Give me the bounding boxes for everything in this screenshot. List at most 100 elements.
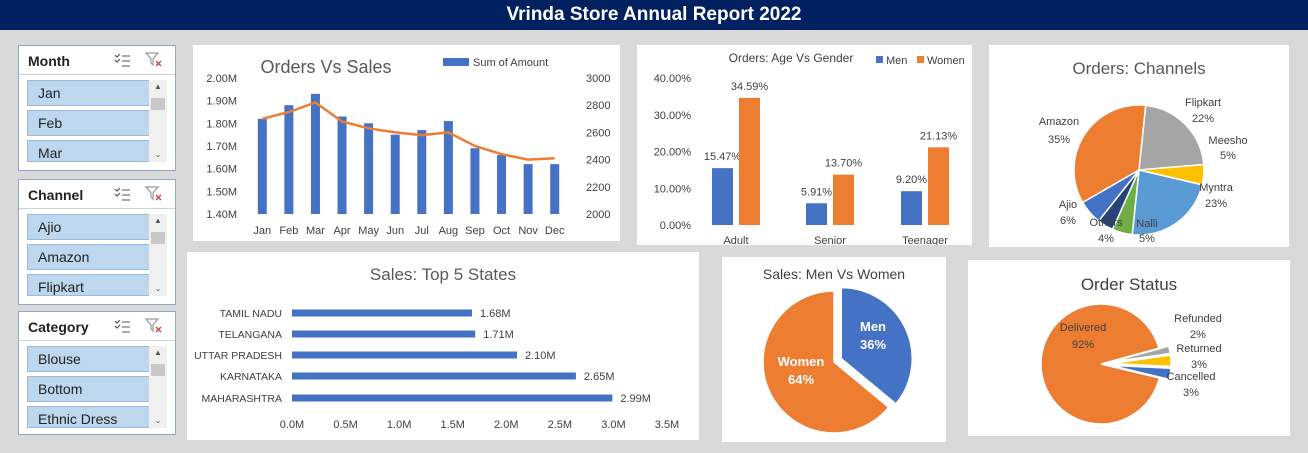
slice-value-men: 36%: [860, 337, 886, 352]
slice-value-meesho: 5%: [1220, 150, 1236, 162]
scroll-down-icon[interactable]: ⌄: [154, 150, 162, 159]
x-tick-label: Dec: [545, 225, 565, 237]
y2-tick-label: 2600: [586, 127, 610, 139]
data-label: 2.99M: [620, 393, 651, 405]
slicer-scrollbar[interactable]: ▲ ⌄: [149, 214, 167, 296]
chart-title: Sales: Top 5 States: [370, 265, 516, 284]
y-tick-label: TAMIL NADU: [220, 308, 282, 320]
legend-label-women: Women: [927, 55, 965, 67]
multi-select-icon[interactable]: [113, 318, 131, 334]
data-label: 1.71M: [483, 329, 514, 341]
scroll-up-icon[interactable]: ▲: [154, 216, 162, 225]
slice-value-nalli: 5%: [1139, 233, 1155, 245]
gender-slice-women: [762, 290, 890, 434]
y-tick-label: 2.00M: [206, 73, 237, 85]
report-title: Vrinda Store Annual Report 2022: [0, 0, 1308, 30]
slice-value-myntra: 23%: [1205, 198, 1227, 210]
clear-filter-icon[interactable]: [145, 52, 163, 68]
scroll-thumb[interactable]: [151, 232, 165, 244]
bar-adult-men: [712, 168, 733, 225]
x-tick-label: Nov: [518, 225, 538, 237]
y-tick-label: 1.40M: [206, 209, 237, 221]
slicer-item-ethnic-dress[interactable]: Ethnic Dress: [27, 406, 161, 428]
data-label: 1.68M: [480, 308, 511, 320]
channel-slice-flipkart: [1138, 104, 1205, 171]
bar-sep: [470, 148, 480, 214]
scroll-thumb[interactable]: [151, 98, 165, 110]
slice-value-refunded: 2%: [1190, 329, 1206, 341]
slicer-item-feb[interactable]: Feb: [27, 110, 161, 136]
y-tick-label: 0.00%: [660, 220, 691, 232]
scroll-thumb[interactable]: [151, 364, 165, 376]
bar-aug: [443, 121, 453, 214]
data-label: 21.13%: [920, 130, 958, 142]
slicer-item-jan[interactable]: Jan: [27, 80, 161, 106]
data-label: 5.91%: [801, 186, 832, 198]
clear-filter-icon[interactable]: [145, 318, 163, 334]
slice-value-cancelled: 3%: [1183, 387, 1199, 399]
bar-oct: [497, 155, 507, 214]
legend-label-men: Men: [886, 55, 907, 67]
scroll-up-icon[interactable]: ▲: [154, 348, 162, 357]
month-slicer[interactable]: Month Jan Feb Mar ▲ ⌄: [18, 45, 176, 171]
x-tick-label: Adult: [723, 235, 748, 245]
data-label: 9.20%: [896, 174, 927, 186]
scroll-down-icon[interactable]: ⌄: [154, 284, 162, 293]
bar-tamil-nadu: [292, 309, 472, 317]
top-states-chart[interactable]: Sales: Top 5 States TAMIL NADU 1.68M TELANG…: [187, 252, 699, 440]
slicer-scrollbar[interactable]: ▲ ⌄: [149, 346, 167, 428]
multi-select-icon[interactable]: [113, 186, 131, 202]
slicer-item-blouse[interactable]: Blouse: [27, 346, 161, 372]
series-line: [261, 101, 555, 161]
bar-maharashtra: [292, 394, 613, 402]
chart-title: Orders Vs Sales: [260, 57, 391, 77]
x-tick-label: 1.0M: [387, 419, 411, 431]
slice-name-others: Others: [1089, 217, 1123, 229]
data-label: 2.10M: [525, 350, 556, 362]
y2-tick-label: 2800: [586, 100, 610, 112]
slicer-item-mar[interactable]: Mar: [27, 140, 161, 162]
bar-feb: [284, 105, 294, 214]
y-tick-label: 1.90M: [206, 96, 237, 108]
y-tick-label: TELANGANA: [218, 329, 282, 341]
channel-slicer[interactable]: Channel Ajio Amazon Flipkart ▲ ⌄: [18, 179, 176, 305]
chart-title: Sales: Men Vs Women: [763, 266, 905, 282]
legend-swatch: [443, 58, 469, 66]
divider: [19, 340, 175, 341]
slicer-item-amazon[interactable]: Amazon: [27, 244, 161, 270]
clear-filter-icon[interactable]: [145, 186, 163, 202]
scroll-up-icon[interactable]: ▲: [154, 82, 162, 91]
data-label: 13.70%: [825, 158, 863, 170]
y2-tick-label: 3000: [586, 73, 610, 85]
x-tick-label: Apr: [333, 225, 350, 237]
slicer-scrollbar[interactable]: ▲ ⌄: [149, 80, 167, 162]
slice-value-flipkart: 22%: [1192, 113, 1214, 125]
age-vs-gender-chart[interactable]: Orders: Age Vs Gender Men Women 0.00% 10.00%…: [637, 45, 972, 247]
chart-title: Order Status: [1081, 275, 1177, 294]
scroll-down-icon[interactable]: ⌄: [154, 416, 162, 425]
order-status-chart[interactable]: Order Status Delivered 92% Refunded 2% Return…: [968, 260, 1290, 436]
bar-teenager-women: [928, 147, 949, 225]
slice-value-others: 4%: [1098, 233, 1114, 245]
men-vs-women-chart[interactable]: Sales: Men Vs Women Men 36% Women 64%: [722, 257, 946, 442]
slice-name-flipkart: Flipkart: [1185, 97, 1221, 109]
x-tick-label: Jul: [415, 225, 429, 237]
slice-name-myntra: Myntra: [1199, 182, 1234, 194]
bar-apr: [337, 116, 347, 214]
slicer-item-bottom[interactable]: Bottom: [27, 376, 161, 402]
x-tick-label: Jan: [253, 225, 271, 237]
slice-name-cancelled: Cancelled: [1167, 371, 1216, 383]
orders-vs-sales-chart[interactable]: Orders Vs Sales Sum of Amount 1.40M 1.50M 1.…: [193, 45, 620, 241]
slicer-item-ajio[interactable]: Ajio: [27, 214, 161, 240]
legend-swatch-men: [876, 56, 883, 63]
multi-select-icon[interactable]: [113, 52, 131, 68]
x-tick-label: Oct: [493, 225, 510, 237]
slicer-item-flipkart[interactable]: Flipkart: [27, 274, 161, 296]
category-slicer[interactable]: Category Blouse Bottom Ethnic Dress ▲ ⌄: [18, 311, 176, 435]
x-tick-label: 1.5M: [440, 419, 464, 431]
slice-name-delivered: Delivered: [1060, 322, 1106, 334]
x-tick-label: Jun: [386, 225, 404, 237]
slicer-header: Category: [28, 319, 89, 335]
status-slice-cancelled: [1110, 364, 1172, 381]
channels-chart[interactable]: Orders: Channels Amazon 35% Flipkart 22% Mees…: [989, 45, 1289, 247]
